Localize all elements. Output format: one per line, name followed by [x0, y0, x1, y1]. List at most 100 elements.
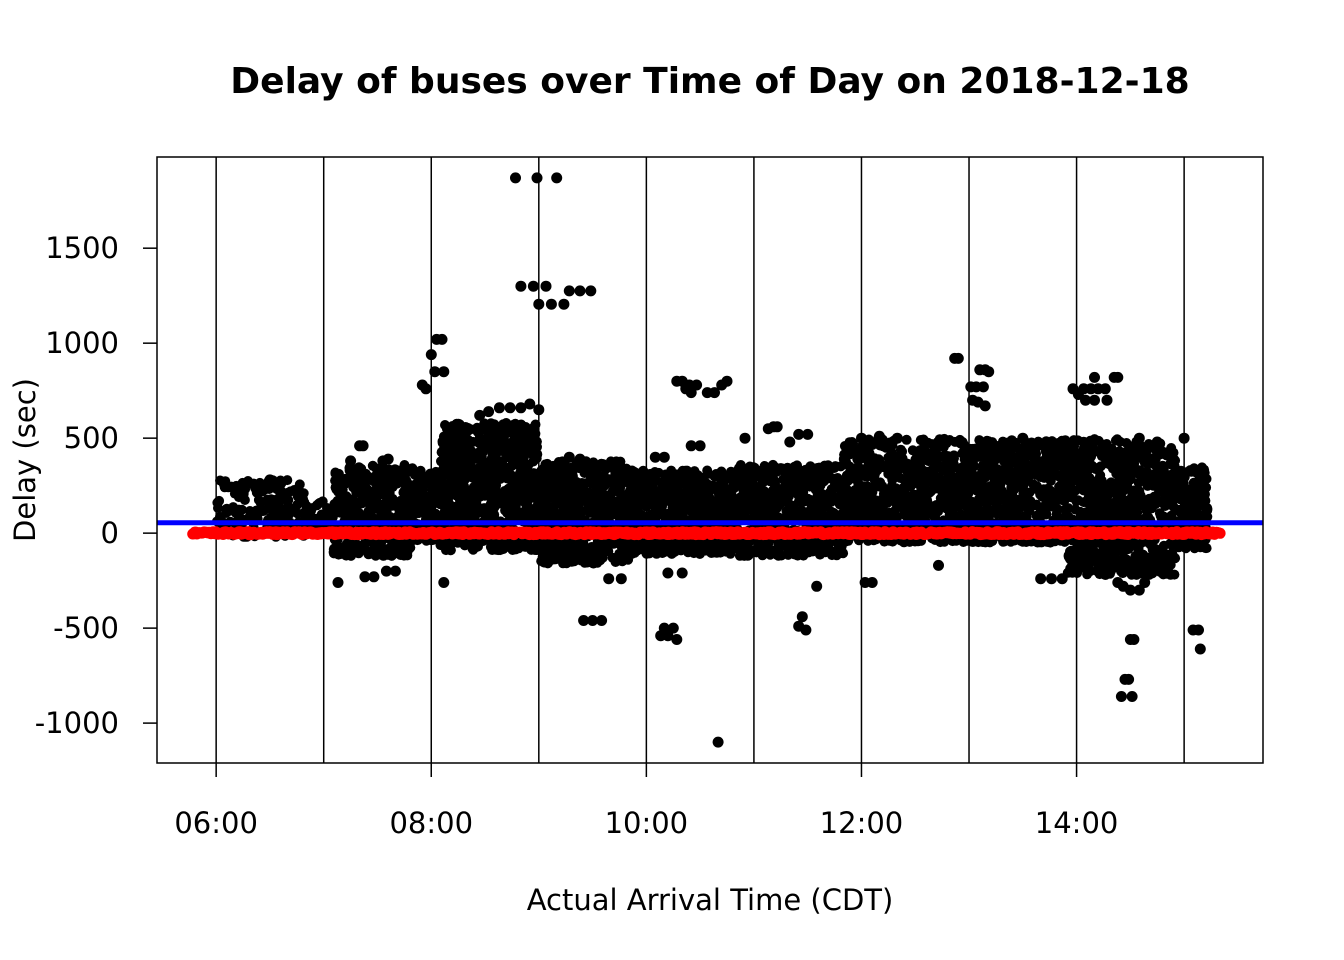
point-black-2657 — [650, 539, 661, 550]
point-black-544 — [341, 542, 352, 553]
point-black-3764 — [945, 481, 956, 491]
point-black-3187 — [751, 547, 762, 558]
point-black-2016 — [597, 475, 608, 486]
point-black-597 — [398, 550, 409, 561]
point-black-4473 — [963, 466, 974, 477]
point-black-1450 — [470, 503, 481, 514]
point-black-160 — [298, 488, 309, 499]
point-black-1419 — [493, 498, 503, 509]
point-black-2009 — [541, 485, 552, 496]
point-black-3853 — [910, 458, 921, 469]
point-black-4392 — [970, 443, 981, 454]
point-black-1410 — [513, 448, 524, 459]
point-black-3855 — [867, 483, 878, 494]
point-black-4480 — [1028, 440, 1039, 451]
point-black-3844 — [931, 481, 942, 492]
point-black-4389 — [980, 493, 991, 504]
point-black-159 — [283, 501, 294, 512]
point-black-3110 — [783, 504, 794, 515]
point-black-579 — [329, 499, 340, 509]
point-black-4436 — [1031, 481, 1042, 492]
point-black-2649 — [640, 538, 651, 549]
point-black-1993 — [616, 479, 627, 490]
point-black-3227 — [824, 487, 835, 498]
point-black-452 — [387, 482, 398, 493]
point-black-3150 — [771, 545, 782, 556]
point-black-1457 — [444, 463, 455, 474]
point-black-2035 — [553, 463, 564, 474]
point-black-3219 — [770, 485, 781, 496]
point-black-577 — [361, 483, 372, 494]
point-black-2038 — [608, 538, 619, 549]
point-black-3823 — [895, 449, 906, 460]
point-black-4367 — [1035, 503, 1045, 514]
point-black-1458 — [453, 467, 463, 478]
point-black-1261 — [438, 445, 449, 456]
point-black-1853 — [566, 462, 577, 473]
point-black-3803 — [898, 474, 909, 485]
point-black-3806 — [931, 458, 942, 469]
point-black-4475 — [962, 493, 973, 504]
point-black-614 — [400, 483, 411, 494]
point-black-2635 — [624, 500, 635, 511]
chart-title: Delay of buses over Time of Day on 2018-… — [230, 61, 1189, 102]
point-black-3154 — [783, 469, 794, 480]
point-black-2518 — [717, 502, 728, 513]
point-black-1424 — [441, 540, 452, 551]
point-black-4432 — [964, 483, 975, 494]
point-black-2617 — [688, 547, 699, 558]
series-black-points — [212, 172, 1213, 748]
point-black-605 — [368, 489, 379, 500]
point-black-4486 — [978, 482, 989, 493]
point-black-149 — [247, 507, 258, 518]
point-black-3164 — [819, 460, 830, 471]
point-black-1956 — [536, 556, 547, 567]
point-black-3831 — [863, 468, 874, 479]
point-black-3238 — [805, 505, 816, 515]
point-black-1435 — [482, 437, 493, 448]
point-black-4497 — [990, 454, 1001, 465]
point-black-3776 — [901, 434, 912, 445]
point-black-2642 — [643, 473, 654, 484]
point-black-1466 — [451, 455, 461, 465]
point-black-3192 — [829, 463, 840, 473]
point-black-619 — [340, 505, 351, 516]
point-black-4381 — [1056, 435, 1067, 446]
point-black-3849 — [926, 474, 937, 485]
point-black-2652 — [657, 501, 667, 512]
point-black-3856 — [945, 488, 956, 499]
point-black-1447 — [459, 500, 470, 511]
point-black-3229 — [733, 543, 744, 554]
point-black-167 — [214, 495, 225, 506]
point-black-151 — [253, 495, 264, 505]
point-black-569 — [400, 507, 411, 518]
point-black-3692 — [887, 474, 898, 485]
point-black-3198 — [757, 507, 768, 518]
point-black-2640 — [724, 502, 735, 513]
point-black-3160 — [790, 509, 801, 520]
point-black-2523 — [663, 472, 674, 482]
point-black-3824 — [847, 506, 858, 517]
point-black-4417 — [1006, 435, 1017, 446]
point-black-1449 — [520, 430, 531, 441]
point-black-1443 — [444, 478, 455, 488]
point-black-4494 — [1040, 488, 1051, 499]
point-black-3237 — [819, 475, 830, 486]
point-black-1292 — [483, 509, 494, 520]
point-black-2634 — [661, 492, 671, 503]
point-black-2018 — [554, 540, 564, 551]
point-black-2587 — [624, 470, 635, 481]
point-black-152 — [258, 506, 269, 516]
point-black-1988 — [590, 541, 601, 552]
point-black-748 — [425, 512, 436, 522]
point-black-1427 — [474, 478, 484, 488]
point-black-3222 — [796, 495, 806, 505]
point-black-122 — [258, 482, 269, 493]
point-black-4484 — [997, 441, 1008, 452]
point-black-3183 — [758, 464, 769, 475]
point-black-607 — [377, 485, 388, 495]
point-black-1421 — [526, 544, 537, 555]
point-black-1453 — [473, 490, 483, 501]
point-black-2636 — [719, 482, 729, 492]
